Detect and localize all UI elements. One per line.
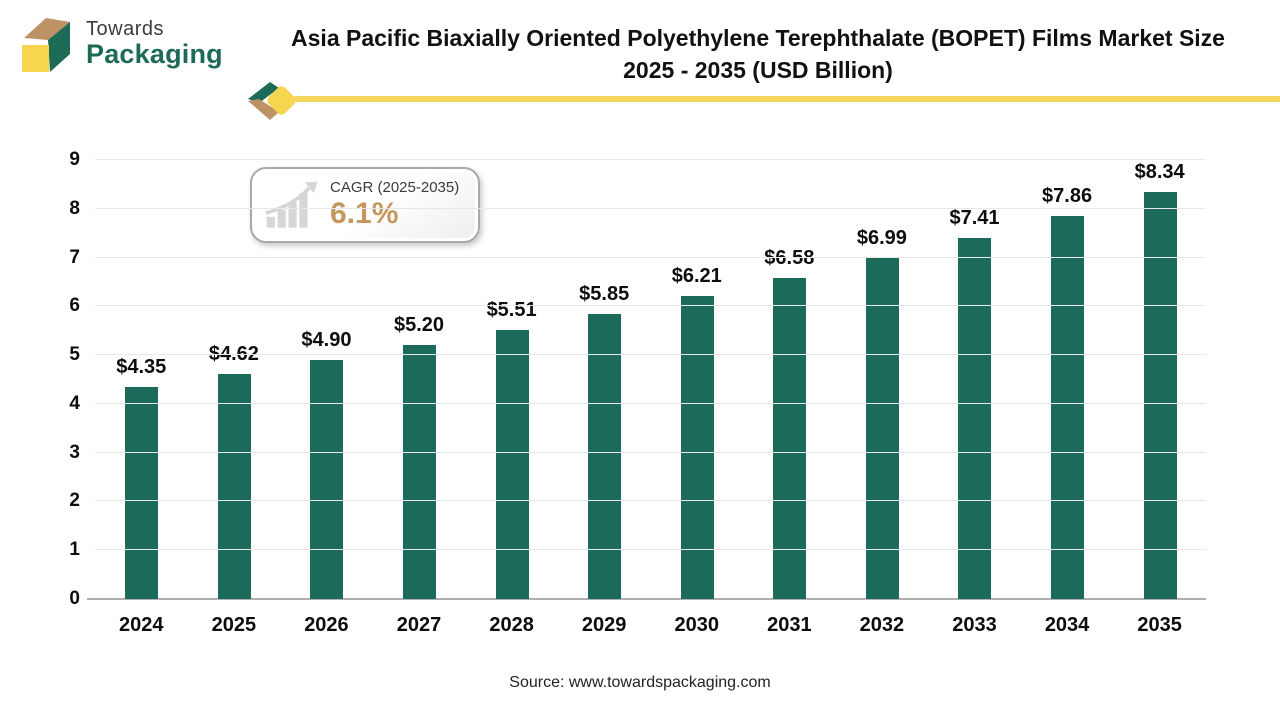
bar-column-2034: $7.86	[1021, 160, 1114, 599]
bar-value-label: $5.20	[393, 314, 445, 337]
y-axis-tick-label: 8	[69, 197, 80, 219]
bar-2027	[403, 345, 437, 599]
x-axis-tick-label: 2031	[767, 614, 812, 636]
growth-chart-icon	[265, 181, 318, 228]
bar-2030	[680, 296, 714, 599]
bar-column-2030: $6.21	[650, 160, 743, 599]
brand-logo: Towards Packaging	[16, 12, 223, 76]
x-axis-tick-label: 2027	[396, 614, 442, 636]
bar-value-label: $4.62	[208, 342, 259, 365]
bar-column-2031: $6.58	[743, 160, 836, 599]
bar-value-label: $5.85	[579, 282, 630, 305]
bar-2035	[1143, 192, 1177, 599]
bar-2034	[1051, 215, 1085, 599]
bar-column-2028: $5.51	[465, 160, 558, 599]
bar-column-2027: $5.20	[373, 160, 466, 599]
bar-2025	[217, 373, 251, 599]
bar-value-label: $6.99	[856, 227, 907, 250]
bar-column-2024: $4.35	[95, 160, 188, 599]
bar-column-2026: $4.90	[280, 160, 373, 599]
source-note: Source: www.towardspackaging.com	[509, 674, 771, 691]
x-axis-tick-label: 2034	[1044, 614, 1090, 636]
gridline	[95, 159, 1206, 160]
bar-column-2025: $4.62	[188, 160, 281, 599]
bar-column-2035: $8.34	[1113, 160, 1206, 599]
bar-2024	[125, 386, 159, 599]
bar-2033	[958, 237, 992, 599]
y-axis-tick-label: 5	[69, 344, 80, 366]
bar-value-label: $7.86	[1042, 184, 1093, 207]
title-underline	[292, 96, 1280, 102]
y-axis-tick-label: 7	[69, 246, 80, 268]
x-axis-tick-label: 2032	[859, 614, 905, 636]
x-axis-tick-label: 2033	[952, 614, 997, 636]
bar-2031	[773, 278, 807, 599]
x-axis: 2024 2025 2026 2027 2028 2029 2030 2031 2032 2033…	[95, 614, 1206, 637]
x-axis-tick-label: 2028	[489, 614, 534, 636]
brand-wordmark: Towards Packaging	[86, 18, 223, 70]
bar-value-label: $4.90	[301, 329, 352, 351]
brand-name-towards: Towards	[86, 18, 164, 41]
bar-value-label: $6.58	[764, 247, 815, 270]
y-axis-tick-label: 6	[69, 295, 80, 317]
bar-value-label: $6.21	[671, 265, 722, 288]
cagr-value: 6.1%	[330, 197, 399, 231]
x-axis-baseline	[87, 598, 1206, 600]
bar-column-2032: $6.99	[836, 160, 929, 599]
gridline	[95, 500, 1206, 502]
x-axis-tick-label: 2026	[304, 614, 349, 636]
gridline	[95, 402, 1206, 404]
bar-value-label: $4.35	[116, 355, 167, 378]
x-axis-tick-label: 2029	[581, 614, 627, 636]
gridline	[95, 207, 1206, 209]
y-axis: 0 1 2 3 4 5 6 7 8 9	[30, 149, 80, 609]
divider-arrow-icon	[248, 82, 296, 120]
y-axis-tick-label: 1	[69, 539, 80, 561]
x-axis-tick-label: 2030	[674, 614, 720, 636]
gridline	[95, 549, 1206, 551]
y-axis-tick-label: 0	[69, 588, 80, 609]
x-axis-tick-label: 2035	[1137, 614, 1182, 636]
gridline	[95, 451, 1206, 453]
cagr-label: CAGR (2025-2035)	[330, 178, 460, 196]
x-axis-tick-label: 2024	[119, 614, 164, 636]
bar-2029	[588, 313, 622, 599]
y-axis-tick-label: 9	[69, 149, 80, 170]
gridline	[95, 354, 1206, 356]
chart-title: Asia Pacific Biaxially Oriented Polyethy…	[250, 22, 1266, 86]
bar-value-label: $7.41	[949, 206, 1000, 229]
gridline	[95, 305, 1206, 307]
bar-2028	[495, 330, 529, 599]
chart-title-line2: 2025 - 2035 (USD Billion)	[623, 57, 893, 83]
brand-box-icon	[22, 18, 70, 72]
bar-value-label: $8.34	[1134, 161, 1185, 184]
bar-columns: $4.35 $4.62 $4.90 $5.20 $5.51 $5.85 $6.21 $6.58…	[95, 160, 1206, 599]
chart-title-line1: Asia Pacific Biaxially Oriented Polyethy…	[291, 25, 1225, 51]
bar-column-2029: $5.85	[558, 160, 651, 599]
bar-value-label: $5.51	[486, 299, 537, 322]
bar-2026	[310, 360, 344, 599]
brand-name-packaging: Packaging	[86, 39, 223, 70]
y-axis-tick-label: 3	[69, 441, 80, 463]
y-axis-tick-label: 2	[69, 490, 80, 512]
bar-column-2033: $7.41	[928, 160, 1021, 599]
gridline	[95, 256, 1206, 258]
y-axis-tick-label: 4	[69, 392, 80, 414]
cagr-text-block: CAGR (2025-2035) 6.1%	[330, 178, 460, 231]
cagr-badge: CAGR (2025-2035) 6.1%	[250, 167, 480, 243]
plot-area: $4.35 $4.62 $4.90 $5.20 $5.51 $5.85 $6.21 $6.58…	[87, 159, 1206, 600]
x-axis-tick-label: 2025	[211, 614, 257, 636]
bar-2032	[865, 258, 899, 599]
